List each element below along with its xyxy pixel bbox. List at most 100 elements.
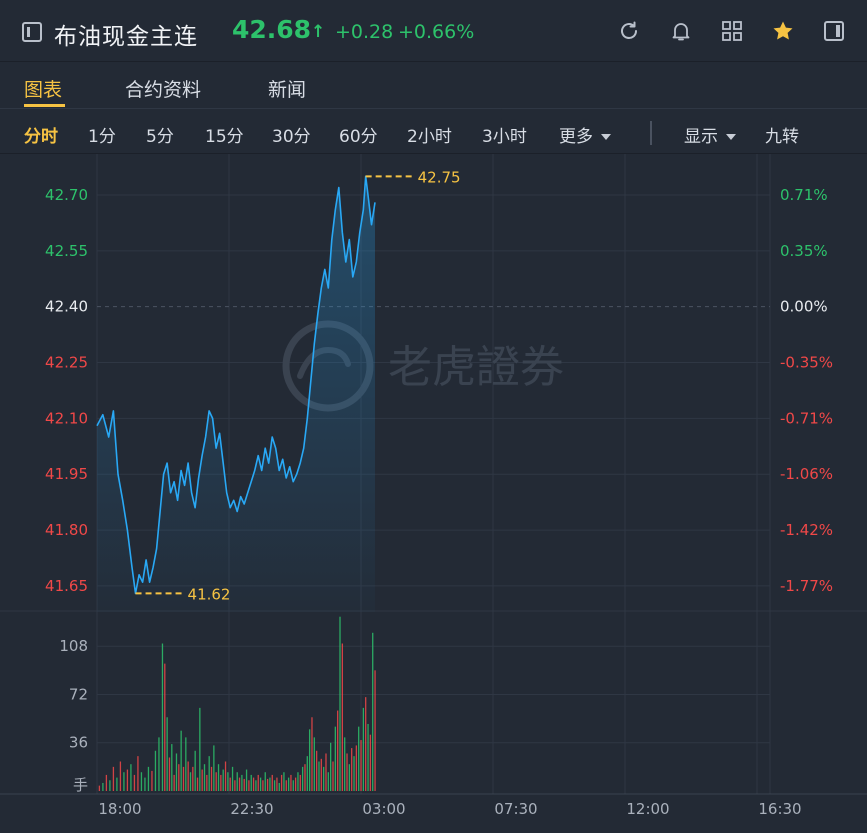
volume-bar bbox=[273, 780, 276, 791]
period-5m[interactable]: 5分 bbox=[146, 127, 174, 147]
chevron-down-icon bbox=[601, 134, 611, 140]
volume-bar bbox=[332, 761, 334, 791]
volume-bar bbox=[151, 770, 153, 791]
volume-bar bbox=[168, 757, 171, 791]
volume-bar bbox=[334, 726, 336, 791]
volume-bar bbox=[327, 772, 329, 791]
star-icon[interactable] bbox=[772, 20, 794, 42]
volume-bar bbox=[245, 769, 248, 791]
volume-bar bbox=[234, 780, 236, 791]
display-label: 显示 bbox=[684, 127, 718, 147]
volume-bar bbox=[301, 766, 304, 791]
volume-bar bbox=[313, 737, 315, 791]
volume-bar bbox=[374, 670, 376, 791]
volume-bar bbox=[367, 723, 369, 791]
main-tabs: 图表 合约资料 新闻 bbox=[0, 62, 867, 108]
period-2h[interactable]: 2小时 bbox=[407, 127, 452, 147]
volume-bar bbox=[297, 772, 299, 791]
jiuzhuan-indicator[interactable]: 九转 bbox=[765, 127, 799, 147]
grid-icon[interactable] bbox=[721, 20, 743, 42]
period-more-dropdown[interactable]: 更多 bbox=[559, 122, 611, 147]
volume-bar bbox=[224, 761, 227, 791]
volume-bar bbox=[166, 717, 168, 791]
volume-bar bbox=[250, 774, 252, 791]
period-3h[interactable]: 3小时 bbox=[482, 127, 527, 147]
volume-bar bbox=[290, 774, 292, 791]
volume-bar bbox=[189, 772, 192, 791]
watermark-text: 老虎證券 bbox=[388, 342, 564, 393]
volume-bar bbox=[229, 777, 231, 791]
volume-bar bbox=[175, 753, 178, 791]
price-change: +0.28 bbox=[335, 21, 394, 43]
y-tick-label-right: -1.77% bbox=[780, 577, 833, 595]
active-tab-indicator bbox=[24, 104, 65, 107]
x-tick-label: 03:00 bbox=[362, 800, 405, 818]
volume-bar bbox=[280, 774, 283, 791]
low-price-label: 41.62 bbox=[188, 585, 231, 603]
display-dropdown[interactable]: 显示 bbox=[684, 122, 736, 147]
volume-bar bbox=[304, 764, 306, 791]
tab-contract-info[interactable]: 合约资料 bbox=[125, 79, 202, 101]
y-tick-label-left: 41.65 bbox=[45, 577, 88, 595]
panel-icon[interactable] bbox=[823, 20, 845, 42]
bell-icon[interactable] bbox=[670, 20, 692, 42]
y-tick-label-left: 41.80 bbox=[45, 521, 88, 539]
volume-bar bbox=[269, 777, 271, 791]
sidebar-toggle-icon[interactable] bbox=[22, 22, 42, 42]
x-tick-label: 12:00 bbox=[626, 800, 669, 818]
volume-bar bbox=[337, 710, 339, 791]
volume-bar bbox=[158, 737, 160, 791]
intraday-chart[interactable]: 老虎證券 42.70 0.71% 42.55 0.35% 42.40 0.00% 42.25… bbox=[0, 154, 867, 833]
volume-bar bbox=[308, 729, 311, 791]
volume-bar bbox=[203, 764, 206, 791]
header-bar: 布油现金主连 42.68 ↑ +0.28 +0.66% bbox=[0, 0, 867, 62]
volume-bar bbox=[353, 756, 355, 791]
volume-bar bbox=[369, 734, 372, 791]
volume-bar bbox=[199, 707, 201, 791]
volume-bar bbox=[130, 764, 132, 791]
volume-bar bbox=[231, 766, 234, 791]
price-line bbox=[96, 175, 376, 595]
volume-tick-label: 36 bbox=[69, 734, 88, 752]
volume-bar bbox=[315, 750, 318, 791]
volume-bar bbox=[299, 774, 301, 791]
volume-bar bbox=[358, 726, 360, 791]
volume-bar bbox=[133, 774, 136, 791]
volume-bar bbox=[215, 772, 217, 791]
volume-bar bbox=[140, 772, 143, 791]
volume-bar bbox=[362, 707, 365, 791]
volume-bar bbox=[259, 777, 262, 791]
volume-bar bbox=[241, 774, 243, 791]
volume-bar bbox=[365, 697, 367, 791]
period-60m[interactable]: 60分 bbox=[339, 127, 378, 147]
y-tick-label-right: -1.42% bbox=[780, 521, 833, 539]
period-bar: 分时 1分 5分 15分 30分 60分 2小时 3小时 更多 显示 九转 bbox=[0, 108, 867, 154]
period-1m[interactable]: 1分 bbox=[88, 127, 116, 147]
volume-bar bbox=[109, 780, 111, 791]
volume-bar bbox=[344, 737, 346, 791]
volume-bar bbox=[180, 730, 182, 791]
volume-bar bbox=[164, 663, 166, 791]
refresh-icon[interactable] bbox=[618, 20, 640, 42]
divider bbox=[650, 121, 652, 145]
volume-bar bbox=[126, 769, 129, 791]
y-tick-label-left: 42.40 bbox=[45, 298, 88, 316]
volume-bar bbox=[208, 756, 210, 791]
tab-news[interactable]: 新闻 bbox=[268, 79, 307, 101]
period-intraday[interactable]: 分时 bbox=[24, 127, 58, 147]
volume-bar bbox=[355, 745, 358, 791]
volume-bar bbox=[257, 774, 259, 791]
volume-bar bbox=[283, 772, 285, 791]
period-30m[interactable]: 30分 bbox=[272, 127, 311, 147]
y-tick-label-left: 41.95 bbox=[45, 465, 88, 483]
volume-bar bbox=[105, 774, 108, 791]
x-tick-label: 18:00 bbox=[98, 800, 141, 818]
volume-bar bbox=[360, 740, 362, 791]
volume-bar bbox=[227, 772, 229, 791]
volume-bar bbox=[330, 742, 332, 791]
period-15m[interactable]: 15分 bbox=[205, 127, 244, 147]
chart-grid bbox=[0, 154, 867, 795]
tab-chart[interactable]: 图表 bbox=[24, 79, 63, 101]
y-tick-label-right: -0.71% bbox=[780, 409, 833, 427]
